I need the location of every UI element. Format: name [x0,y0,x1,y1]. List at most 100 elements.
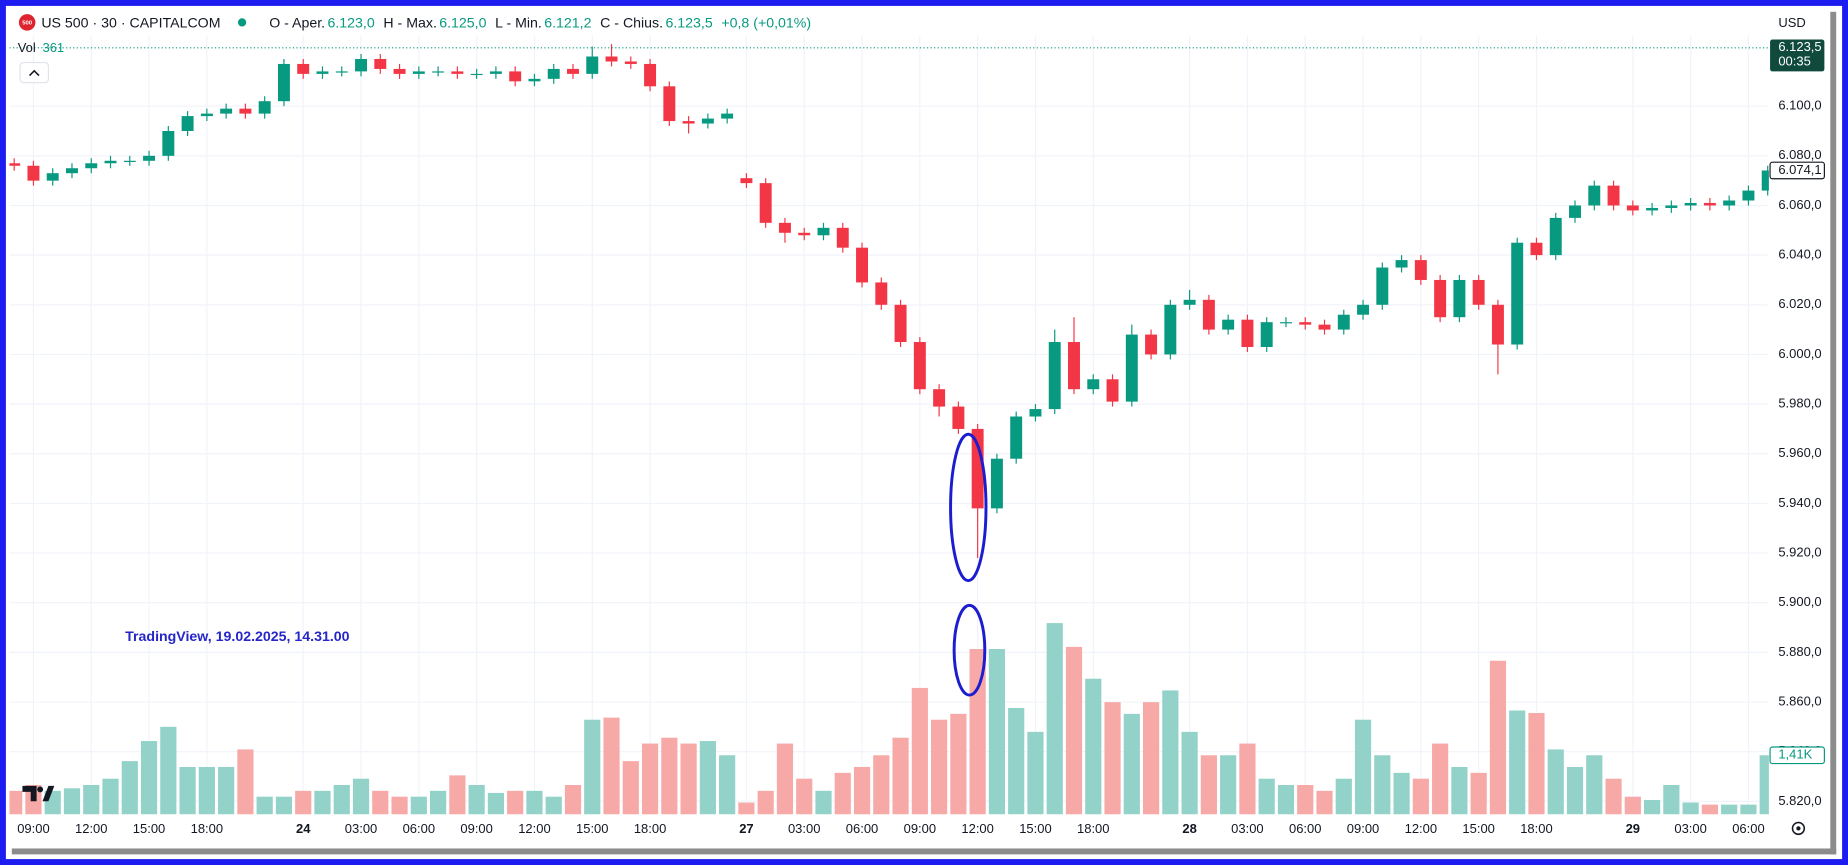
volume-bar [1682,802,1699,815]
candle-body [682,121,695,124]
volume-bar [699,741,716,815]
candle-body [1222,319,1235,330]
candle-body [1376,267,1389,305]
x-tick-label: 18:00 [191,821,223,836]
candle-body [933,389,946,407]
x-tick-label: 18:00 [1077,821,1109,836]
candle-body [1511,242,1524,345]
volume-bar [1759,755,1769,815]
ohlc-label: H - Max. [383,15,437,31]
candle-body [470,73,483,76]
volume-bar [603,717,620,815]
candle-body [1106,379,1119,402]
volume-bar [1297,784,1314,815]
volume-bar [468,784,485,815]
last-price-box [1769,161,1825,180]
volume-bar [1335,778,1352,815]
candle-body [817,227,830,236]
ohlc-value: 6.123,5 [665,15,712,31]
x-tick-label: 15:00 [1462,821,1494,836]
candle-body [27,165,40,181]
frame-shadow [1830,11,1837,855]
candle-body [355,58,367,72]
x-tick-label: 09:00 [460,821,492,836]
candle-body [624,61,637,64]
volume-bar [1162,690,1179,815]
volume-bar [680,743,697,815]
volume-bar [1432,743,1449,815]
candle-body [952,406,965,429]
candle-body [894,304,907,343]
candle-body [85,163,98,169]
volume-bar [140,741,158,815]
candle-body [1414,260,1427,280]
axes: 5.820,05.840,05.860,05.880,05.900,05.920… [17,39,1825,836]
volume-legend-value: 361 [43,40,65,55]
x-tick-label: 15:00 [576,821,608,836]
settings-icon[interactable] [1791,821,1806,836]
x-tick-label: 03:00 [1231,821,1263,836]
ohlc-value: 6.123,0 [327,15,374,31]
candle-body [663,86,676,122]
x-tick-label: 06:00 [403,821,435,836]
x-tick-label: 09:00 [1347,821,1379,836]
candle-body [181,116,194,131]
volume-bar [1489,660,1507,815]
candle-body [547,68,560,79]
candle-body [1337,314,1350,330]
y-tick-label: 5.980,0 [1778,396,1821,411]
currency[interactable]: USD [1778,15,1805,30]
symbol-badge [18,14,36,31]
volume-bar [314,790,331,815]
candle-body [277,63,290,102]
x-tick-label: 18:00 [634,821,666,836]
ohlc-label: O - Aper. [269,15,325,31]
candle-body [393,68,406,74]
candle-body [1626,205,1639,211]
y-tick-label: 6.040,0 [1778,247,1821,262]
volume-bar [545,796,562,815]
volume-bar [853,766,871,815]
candle-body [778,222,791,233]
volume-bar [1528,713,1545,815]
candle-body [971,428,984,509]
volume-bar [1085,678,1102,815]
candle-body [1202,299,1215,330]
volume-bar [410,796,427,815]
annotation: TradingView, 19.02.2025, 14.31.00 [125,629,349,645]
volume-bar [661,737,678,815]
candle-body [1723,200,1736,206]
candle-body [586,56,599,74]
volume-bar [63,788,81,815]
volume-bar [1412,778,1429,815]
candle-body [143,155,156,161]
collapse-icon [28,69,40,77]
volume-bar [256,796,273,815]
candle-body [856,247,869,283]
symbol[interactable]: US 500 · 30 · CAPITALCOM [41,15,220,31]
volume-bar [1393,772,1410,815]
y-tick-label: 5.900,0 [1778,594,1821,609]
volume-bar [564,784,582,815]
x-tick-label: 28 [1182,821,1196,836]
volume-bar [218,766,235,815]
volume-bar [1451,766,1468,815]
candle-body [316,71,329,74]
volume-bar [391,796,408,815]
candle-body [644,63,657,87]
collapse-button[interactable] [19,61,50,84]
volume-bar [1566,766,1584,815]
highlight-ellipse [949,432,988,583]
x-tick-label: 24 [296,821,311,836]
candle-body [701,118,714,124]
candle-body [1646,207,1659,211]
volume-bar [526,790,543,815]
volume-bar [9,790,23,815]
settings-icon [1796,826,1801,831]
ohlc-legend: O - Aper. 6.123,0 H - Max. 6.125,0 L - Min… [269,15,811,31]
x-tick-label: 12:00 [75,821,107,836]
volume-bar [352,778,370,815]
volume-bar [1220,755,1237,815]
